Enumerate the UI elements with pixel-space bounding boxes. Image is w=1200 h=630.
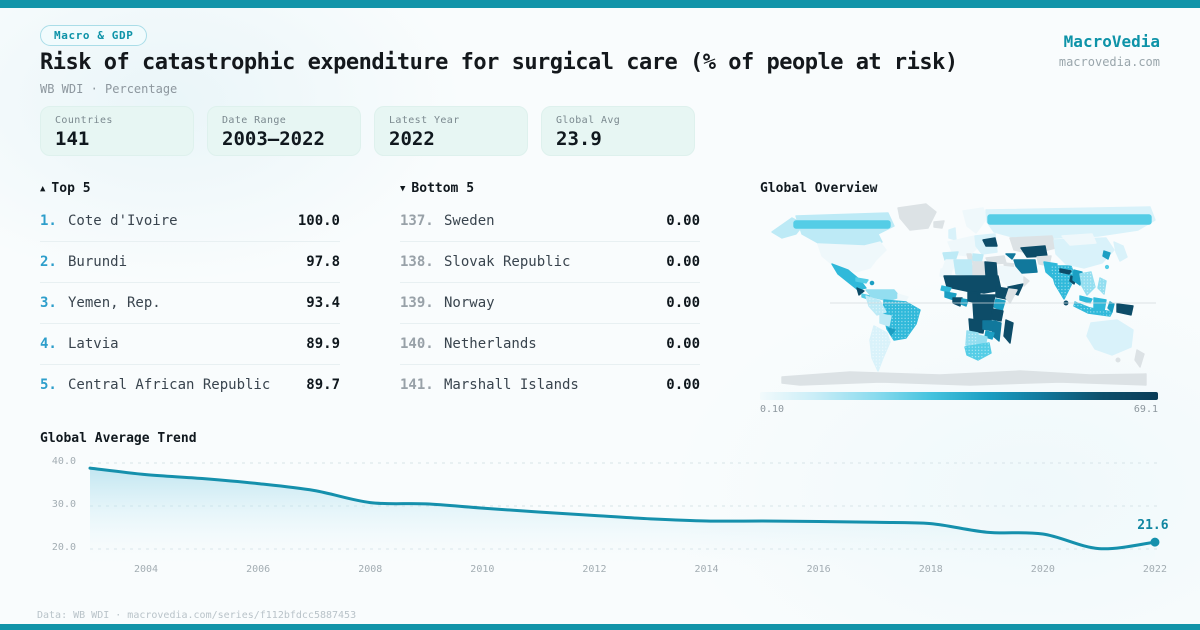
country-name: Marshall Islands — [444, 377, 579, 393]
x-axis-tick: 2004 — [134, 564, 159, 575]
rank: 137. — [400, 213, 434, 229]
rank: 4. — [40, 336, 57, 352]
legend-min: 0.10 — [760, 404, 785, 415]
country-name: Netherlands — [444, 336, 537, 352]
top-accent-bar — [0, 0, 1200, 8]
country-value: 97.8 — [306, 254, 340, 270]
stat-label: Date Range — [222, 115, 287, 126]
x-axis-tick: 2014 — [694, 564, 719, 575]
stat-value: 141 — [55, 128, 90, 150]
list-item: 140. Netherlands 0.00 — [400, 324, 700, 365]
legend-labels: 0.10 69.1 — [760, 404, 1158, 415]
country-name: Burundi — [68, 254, 128, 270]
list-item: 1. Cote d'Ivoire 100.0 — [40, 201, 340, 242]
global-overview-panel: Global Overview — [760, 181, 1158, 415]
country-name: Sweden — [444, 213, 495, 229]
rank: 138. — [400, 254, 434, 270]
latest-point-marker — [1150, 537, 1160, 547]
bottom-accent-bar — [0, 624, 1200, 630]
y-axis-tick: 20.0 — [51, 542, 76, 553]
country-value: 89.9 — [306, 336, 340, 352]
stat-card-countries: Countries 141 — [40, 106, 194, 156]
legend-max: 69.1 — [1133, 404, 1158, 415]
stat-label: Countries — [55, 115, 113, 126]
x-axis-tick: 2012 — [582, 564, 607, 575]
world-choropleth-map — [771, 203, 1156, 386]
country-value: 0.00 — [666, 254, 700, 270]
x-axis-tick: 2020 — [1030, 564, 1055, 575]
x-axis-tick: 2016 — [806, 564, 831, 575]
page-title: Risk of catastrophic expenditure for sur… — [40, 50, 958, 75]
trend-chart-title: Global Average Trend — [40, 431, 197, 446]
top5-title: Top 5 — [51, 181, 91, 196]
list-item: 3. Yemen, Rep. 93.4 — [40, 283, 340, 324]
country-value: 0.00 — [666, 213, 700, 229]
rank: 3. — [40, 295, 57, 311]
y-axis-tick: 40.0 — [51, 456, 76, 467]
stat-label: Latest Year — [389, 115, 460, 126]
country-value: 0.00 — [666, 377, 700, 393]
brand-logo: MacroVedia — [1063, 32, 1160, 51]
country-name: Central African Republic — [68, 377, 271, 393]
x-axis-tick: 2018 — [918, 564, 943, 575]
country-name: Yemen, Rep. — [68, 295, 161, 311]
list-item: 138. Slovak Republic 0.00 — [400, 242, 700, 283]
x-axis-tick: 2010 — [470, 564, 495, 575]
category-badge: Macro & GDP — [40, 25, 148, 46]
rank: 140. — [400, 336, 434, 352]
top5-list: ▲ Top 5 1. Cote d'Ivoire 100.0 2. Burundi… — [40, 181, 340, 405]
triangle-down-icon: ▼ — [400, 184, 406, 194]
stat-card-latest-year: Latest Year 2022 — [374, 106, 528, 156]
list-item: 137. Sweden 0.00 — [400, 201, 700, 242]
country-name: Latvia — [68, 336, 119, 352]
choropleth-legend-gradient — [760, 392, 1158, 400]
bottom5-header: ▼ Bottom 5 — [400, 181, 700, 201]
top5-header: ▲ Top 5 — [40, 181, 340, 201]
list-item: 5. Central African Republic 89.7 — [40, 365, 340, 405]
stat-label: Global Avg — [556, 115, 621, 126]
latest-value-label: 21.6 — [1137, 518, 1169, 534]
x-axis-tick: 2008 — [358, 564, 383, 575]
stat-value: 2003—2022 — [222, 128, 325, 150]
stat-value: 23.9 — [556, 128, 602, 150]
country-name: Norway — [444, 295, 495, 311]
brand-domain: macrovedia.com — [1058, 55, 1160, 69]
rank: 5. — [40, 377, 57, 393]
country-value: 0.00 — [666, 336, 700, 352]
list-item: 4. Latvia 89.9 — [40, 324, 340, 365]
trend-line — [88, 466, 1157, 551]
country-value: 100.0 — [297, 213, 340, 229]
stat-card-date-range: Date Range 2003—2022 — [207, 106, 361, 156]
country-value: 0.00 — [666, 295, 700, 311]
trend-area-fill — [90, 468, 1155, 566]
rank: 141. — [400, 377, 434, 393]
trend-line-chart — [88, 462, 1160, 566]
country-value: 93.4 — [306, 295, 340, 311]
page-subtitle: WB WDI · Percentage — [40, 82, 178, 96]
list-item: 139. Norway 0.00 — [400, 283, 700, 324]
rank: 2. — [40, 254, 57, 270]
rank: 1. — [40, 213, 57, 229]
x-axis-tick: 2022 — [1142, 564, 1167, 575]
x-axis-tick: 2006 — [246, 564, 271, 575]
stat-card-global-avg: Global Avg 23.9 — [541, 106, 695, 156]
bottom5-list: ▼ Bottom 5 137. Sweden 0.00 138. Slovak R… — [400, 181, 700, 405]
triangle-up-icon: ▲ — [40, 184, 46, 194]
bottom5-title: Bottom 5 — [411, 181, 475, 196]
country-name: Cote d'Ivoire — [68, 213, 178, 229]
list-item: 2. Burundi 97.8 — [40, 242, 340, 283]
stat-cards: Countries 141 Date Range 2003—2022 Lates… — [40, 106, 695, 156]
country-name: Slovak Republic — [444, 254, 571, 270]
footer-source: Data: WB WDI · macrovedia.com/series/f11… — [37, 610, 357, 621]
stat-value: 2022 — [389, 128, 435, 150]
rank: 139. — [400, 295, 434, 311]
map-title: Global Overview — [760, 181, 878, 196]
y-axis-tick: 30.0 — [51, 499, 76, 510]
country-value: 89.7 — [306, 377, 340, 393]
list-item: 141. Marshall Islands 0.00 — [400, 365, 700, 405]
map-landmasses — [771, 203, 1156, 386]
